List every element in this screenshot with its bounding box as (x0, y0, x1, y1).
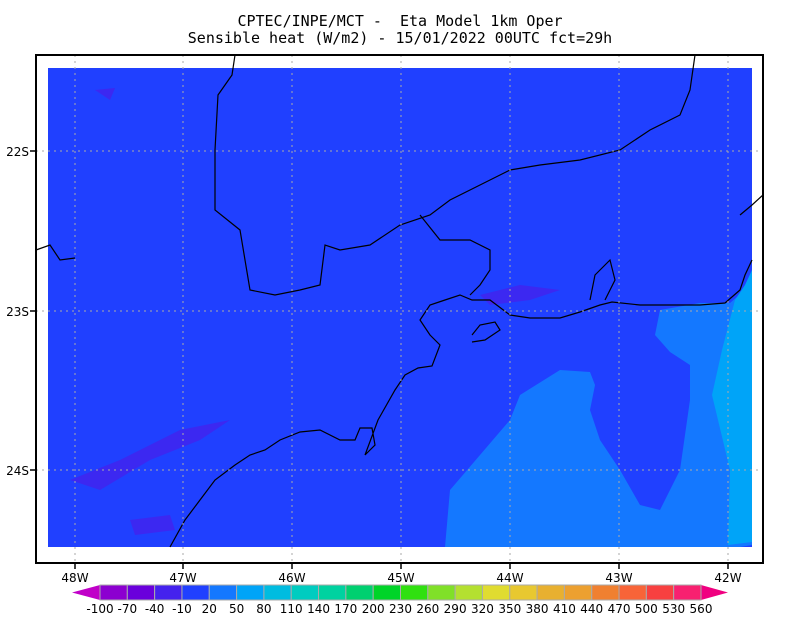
colorbar-label: 50 (229, 602, 244, 616)
lon-label: 43W (605, 571, 632, 585)
colorbar-swatch (126, 584, 156, 601)
coastline-and-borders (35, 54, 764, 548)
colorbar-label: 530 (662, 602, 685, 616)
colorbar-label: 200 (362, 602, 385, 616)
colorbar-label: 500 (635, 602, 658, 616)
colorbar-swatch (400, 584, 429, 601)
colorbar-swatch (154, 584, 183, 601)
colorbar-label: 470 (608, 602, 631, 616)
colorbar-label: 320 (471, 602, 494, 616)
lat-label: 23S (6, 305, 29, 319)
lon-label: 42W (714, 571, 741, 585)
lat-label: 24S (6, 464, 29, 478)
sensible-heat-field (48, 68, 752, 547)
colorbar-swatch (673, 584, 702, 601)
colorbar-swatch (345, 584, 374, 601)
colorbar-label: -100 (86, 602, 113, 616)
lon-label: 47W (169, 571, 196, 585)
island (471, 321, 501, 343)
colorbar-label: 290 (444, 602, 467, 616)
colorbar-swatch (454, 584, 483, 601)
colorbar-swatch (618, 584, 647, 601)
lon-label: 46W (278, 571, 305, 585)
lon-label: 45W (387, 571, 414, 585)
field-patch-20-50 (445, 270, 752, 547)
colorbar: -100 -70 -40 -10 20 50 80 110 140 170 200 230 260 290… (72, 584, 728, 616)
colorbar-label: -70 (118, 602, 138, 616)
lat-label: 22S (6, 145, 29, 159)
colorbar-swatch (372, 584, 402, 601)
lon-ticks (30, 150, 729, 569)
colorbar-label: -40 (145, 602, 165, 616)
title-line-2: Sensible heat (W/m2) - 15/01/2022 00UTC … (187, 29, 613, 47)
colorbar-swatch (536, 584, 565, 601)
colorbar-swatch (236, 584, 265, 601)
colorbar-label: 110 (280, 602, 303, 616)
colorbar-under-triangle (72, 585, 100, 600)
colorbar-label: 440 (580, 602, 603, 616)
colorbar-label: 230 (389, 602, 412, 616)
colorbar-label: 410 (553, 602, 576, 616)
colorbar-label: 380 (526, 602, 549, 616)
map-frame (35, 54, 764, 564)
colorbar-swatch (318, 584, 347, 601)
state-border-mg (214, 54, 696, 296)
colorbar-swatch (591, 584, 620, 601)
colorbar-label: 80 (256, 602, 271, 616)
colorbar-label: 140 (307, 602, 330, 616)
colorbar-swatch (99, 584, 128, 601)
state-border-rj (419, 214, 491, 296)
colorbar-label: 260 (416, 602, 439, 616)
colorbar-swatch (290, 584, 320, 601)
colorbar-label: -10 (172, 602, 192, 616)
colorbar-swatch (263, 584, 292, 601)
grid (36, 55, 763, 563)
colorbar-swatch (645, 584, 675, 601)
field-patch-50-80 (712, 270, 752, 545)
colorbar-label: 350 (498, 602, 521, 616)
colorbar-label: 20 (202, 602, 217, 616)
lagoon (589, 258, 616, 301)
colorbar-over-triangle (701, 585, 728, 600)
colorbar-swatch (481, 584, 511, 601)
lon-label: 48W (61, 571, 88, 585)
field-base (48, 68, 752, 547)
title-line-1: CPTEC/INPE/MCT - Eta Model 1km Oper (237, 12, 563, 30)
lon-label: 44W (496, 571, 523, 585)
lat-labels: 22S 23S 24S (6, 145, 29, 478)
lon-labels: 48W 47W 46W 45W 44W 43W 42W (61, 571, 741, 585)
coast-top-left (35, 244, 76, 261)
colorbar-label: 560 (690, 602, 713, 616)
colorbar-swatch (427, 584, 456, 601)
field-patch-negative (70, 88, 560, 535)
colorbar-swatch (509, 584, 538, 601)
coastline (169, 259, 753, 548)
colorbar-label: 170 (334, 602, 357, 616)
colorbar-swatch (563, 584, 593, 601)
coast-right (739, 194, 764, 216)
colorbar-swatch (181, 584, 210, 601)
colorbar-swatch (208, 584, 238, 601)
